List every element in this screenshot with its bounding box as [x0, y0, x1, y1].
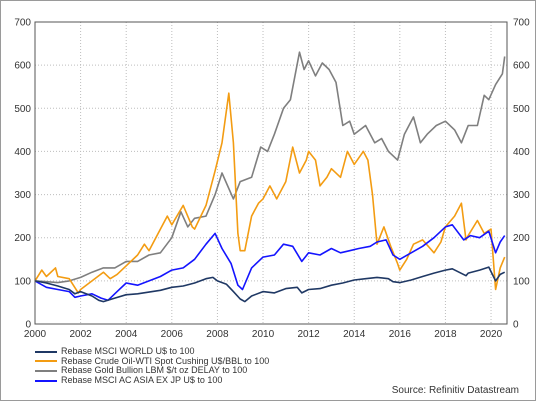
y-tick-label-right: 200 — [513, 233, 530, 244]
plot-border — [34, 21, 508, 325]
x-tick-label: 2010 — [252, 329, 275, 340]
grid-lines — [35, 22, 507, 324]
x-tick-label: 2014 — [343, 329, 366, 340]
y-tick-label-left: 600 — [14, 61, 31, 72]
y-axis-right: 0 100 200 300 400 500 600 700 — [513, 18, 530, 331]
y-axis-left: 0 100 200 300 400 500 600 700 — [14, 18, 31, 331]
legend-label: Rebase MSCI AC ASIA EX JP U$ to 100 — [61, 374, 223, 385]
x-axis: 2000 2002 2004 2006 2008 2010 2012 2014 2016 2018… — [24, 329, 503, 340]
y-tick-label-right: 100 — [513, 276, 530, 287]
legend-swatch — [35, 379, 57, 382]
y-tick-label-right: 0 — [513, 320, 519, 331]
series-line-2 — [34, 51, 506, 284]
x-tick-label: 2018 — [434, 329, 457, 340]
legend-swatch — [35, 369, 57, 372]
x-tick-label: 2012 — [297, 329, 320, 340]
series-layer — [34, 51, 506, 303]
y-tick-label-right: 400 — [513, 147, 530, 158]
y-tick-label-left: 700 — [14, 18, 31, 29]
series-line-1 — [34, 92, 506, 294]
legend-label: Rebase Crude Oil-WTI Spot Cushing U$/BBL… — [61, 355, 270, 366]
y-tick-label-right: 700 — [513, 18, 530, 29]
legend-item: Rebase Crude Oil-WTI Spot Cushing U$/BBL… — [35, 355, 270, 367]
y-tick-label-left: 400 — [14, 147, 31, 158]
y-tick-label-left: 0 — [25, 320, 31, 331]
x-tick-label: 2004 — [115, 329, 138, 340]
y-tick-label-left: 500 — [14, 104, 31, 115]
legend-label: Rebase MSCI WORLD U$ to 100 — [61, 346, 195, 356]
y-tick-label-right: 300 — [513, 190, 530, 201]
y-tick-label-right: 600 — [513, 61, 530, 72]
series-line-3 — [34, 224, 506, 302]
legend-item: Rebase MSCI WORLD U$ to 100 — [35, 346, 269, 357]
y-tick-label-left: 300 — [14, 190, 31, 201]
x-tick-label: 2002 — [69, 329, 92, 340]
y-tick-label-left: 100 — [14, 276, 31, 287]
source-text: Source: Refinitiv Datastream — [391, 385, 519, 396]
x-tick-label: 2000 — [24, 329, 47, 340]
legend-item: Rebase Gold Bullion LBM $/t oz DELAY to … — [35, 366, 269, 376]
legend-label: Rebase Gold Bullion LBM $/t oz DELAY to … — [61, 365, 248, 376]
legend-swatch — [35, 350, 57, 353]
y-tick-label-left: 200 — [14, 233, 31, 244]
legend-item: Rebase MSCI AC ASIA EX JP U$ to 100 — [35, 374, 269, 386]
x-tick-label: 2016 — [389, 329, 412, 340]
legend: Rebase MSCI WORLD U$ to 100 Rebase Crude… — [35, 346, 270, 386]
legend-swatch — [35, 360, 57, 363]
x-tick-label: 2006 — [161, 329, 184, 340]
y-tick-label-right: 500 — [513, 104, 530, 115]
series-line-0 — [34, 266, 506, 303]
x-tick-label: 2020 — [480, 329, 503, 340]
x-tick-label: 2008 — [206, 329, 229, 340]
